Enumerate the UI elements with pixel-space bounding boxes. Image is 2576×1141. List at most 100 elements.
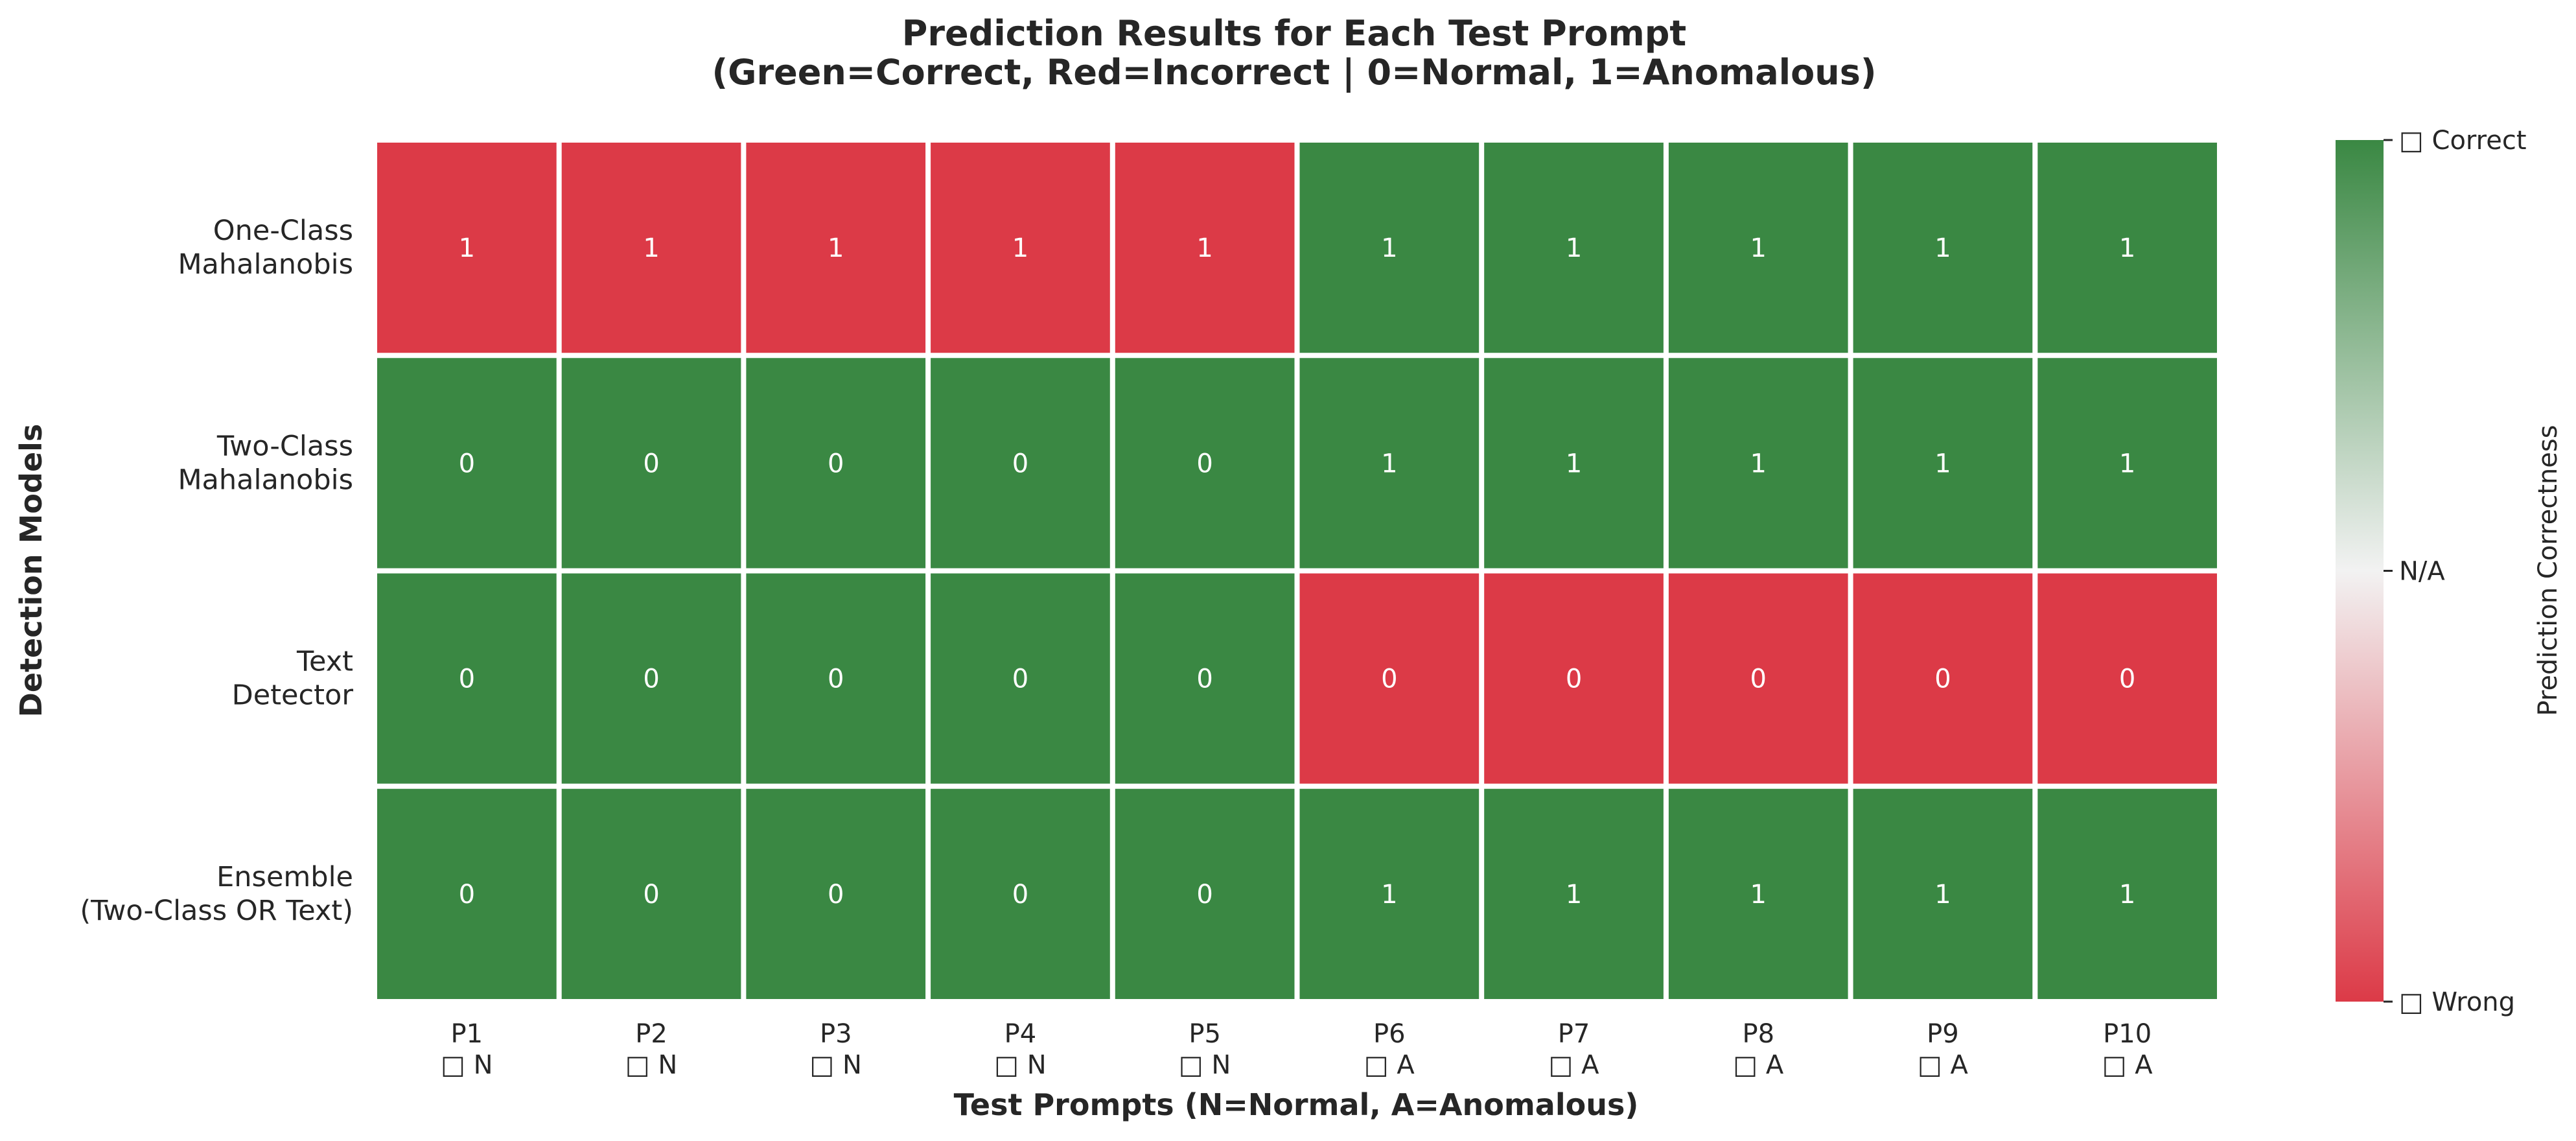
cell-value-label: 1 [1196,233,1213,263]
row-label: Two-Class Mahalanobis [178,430,353,496]
cell-value-label: 0 [1750,665,1767,694]
colorbar [2336,140,2384,1002]
cell-value-label: 1 [643,233,659,263]
cell-value-label: 1 [2119,880,2135,910]
heatmap-cell [1115,573,1295,784]
heatmap-cell [1668,358,1848,569]
y-axis-label: Detection Models [14,424,49,718]
column-label: P3 □ N [810,1019,862,1080]
heatmap-cell [1853,573,2033,784]
heatmap-cell [2037,788,2217,999]
heatmap-cell [2037,573,2217,784]
heatmap-cell [1484,143,1664,353]
colorbar-tick-label: □ Correct [2399,126,2527,156]
cell-value-label: 1 [1381,449,1397,478]
cell-value-label: 0 [1196,880,1213,910]
heatmap-cell [746,358,926,569]
heatmap-cell [1484,358,1664,569]
cell-value-label: 1 [1934,233,1951,263]
column-label: P4 □ N [994,1019,1046,1080]
cell-value-label: 1 [1934,880,1951,910]
colorbar-ticks: □ Correct N/A □ Wrong [2384,126,2527,1017]
colorbar-label: Prediction Correctness [2533,425,2563,716]
cell-value-label: 1 [1381,880,1397,910]
heatmap-cell [1853,143,2033,353]
cell-value-label: 0 [828,665,844,694]
cell-value-label: 1 [1750,449,1767,478]
chart-title: Prediction Results for Each Test Prompt [902,13,1686,54]
heatmap-cell [746,143,926,353]
heatmap-cell [1668,143,1848,353]
cell-value-label: 1 [1750,233,1767,263]
heatmap-cell [561,573,741,784]
row-label: One-Class Mahalanobis [178,215,353,281]
cell-value-label: 0 [459,880,475,910]
heatmap-cell [1484,788,1664,999]
cell-value-label: 0 [1381,665,1397,694]
heatmap-cell [931,573,1110,784]
cell-value-label: 0 [643,449,659,478]
heatmap-cell [746,573,926,784]
column-label: P8 □ A [1733,1019,1784,1080]
row-label: Ensemble (Two-Class OR Text) [80,861,353,927]
column-label: P9 □ A [1918,1019,1969,1080]
cell-value-label: 1 [1012,233,1028,263]
cell-value-label: 0 [1196,449,1213,478]
heatmap-cell [561,788,741,999]
heatmap-cell [1853,358,2033,569]
column-label: P5 □ N [1179,1019,1231,1080]
cell-value-label: 0 [459,665,475,694]
heatmap-cell [561,143,741,353]
cell-value-label: 0 [1196,665,1213,694]
x-axis-label: Test Prompts (N=Normal, A=Anomalous) [954,1087,1639,1122]
colorbar-tick-label: N/A [2399,557,2445,587]
heatmap-cell [2037,358,2217,569]
heatmap-cell [1115,788,1295,999]
cell-value-label: 0 [2119,665,2135,694]
heatmap-cell [561,358,741,569]
heatmap-cell [931,143,1110,353]
cell-value-label: 0 [828,880,844,910]
column-label: P7 □ A [1549,1019,1600,1080]
column-label: P10 □ A [2102,1019,2153,1080]
heatmap-cell [1484,573,1664,784]
cell-value-label: 0 [828,449,844,478]
cell-value-label: 1 [1566,233,1582,263]
heatmap-cell [2037,143,2217,353]
chart-subtitle: (Green=Correct, Red=Incorrect | 0=Normal… [712,52,1876,93]
column-label: P6 □ A [1364,1019,1415,1080]
column-label: P2 □ N [625,1019,677,1080]
heatmap-cell [1668,788,1848,999]
heatmap-cell [377,143,557,353]
heatmap-cell [1115,358,1295,569]
heatmap-cell [1668,573,1848,784]
heatmap-cell [377,788,557,999]
heatmap-cell [377,573,557,784]
heatmap-cell [931,358,1110,569]
cell-value-label: 0 [1012,449,1028,478]
heatmap-cell [1299,788,1479,999]
heatmap-cell [377,358,557,569]
column-label: P1 □ N [441,1019,493,1080]
heatmap-cell [1299,143,1479,353]
heatmap-cells: 1 1 1 1 1 1 1 1 1 1 0 0 0 0 0 1 1 1 1 1 0 0 0 0 0 0 0 0 0 0 0 0 0 0 0 1 1 1 1 1 [377,143,2217,999]
row-label: Text Detector [232,646,354,712]
cell-value-label: 0 [643,880,659,910]
heatmap-cell [931,788,1110,999]
cell-value-label: 0 [1934,665,1951,694]
heatmap-cell [1115,143,1295,353]
column-labels: P1 □ N P2 □ N P3 □ N P4 □ N P5 □ N P6 □ A P7 □ A P8 □ A… [441,1019,2153,1080]
cell-value-label: 1 [1381,233,1397,263]
cell-value-label: 1 [1750,880,1767,910]
cell-value-label: 1 [1934,449,1951,478]
cell-value-label: 1 [1566,880,1582,910]
cell-value-label: 1 [2119,233,2135,263]
cell-value-label: 0 [1566,665,1582,694]
cell-value-label: 0 [1012,880,1028,910]
heatmap-cell [746,788,926,999]
heatmap-cell [1299,573,1479,784]
heatmap-cell [1299,358,1479,569]
colorbar-tick-label: □ Wrong [2399,987,2515,1017]
cell-value-label: 1 [1566,449,1582,478]
cell-value-label: 1 [828,233,844,263]
